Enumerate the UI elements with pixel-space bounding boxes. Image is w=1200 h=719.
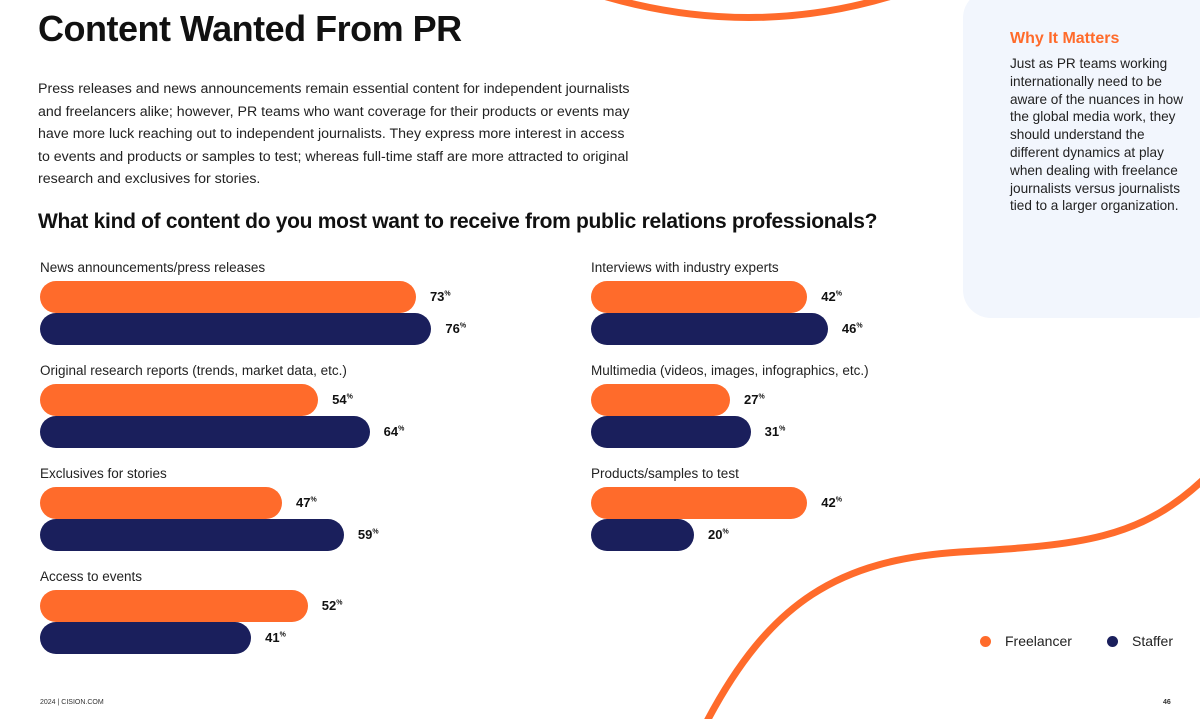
footer-left: 2024 | CISION.COM bbox=[40, 699, 104, 706]
staffer-value-label: 59% bbox=[358, 527, 379, 542]
freelancer-value-label: 47% bbox=[296, 495, 317, 510]
freelancer-swatch bbox=[980, 635, 991, 647]
category-label: Exclusives for stories bbox=[40, 466, 167, 481]
freelancer-value-label: 54% bbox=[332, 392, 353, 407]
value-unit: % bbox=[835, 496, 842, 504]
staffer-value-label: 46% bbox=[842, 321, 863, 336]
top-arc bbox=[604, 0, 891, 21]
freelancer-value-label: 73% bbox=[430, 289, 451, 304]
value-unit: % bbox=[336, 599, 343, 607]
freelancer-bar bbox=[40, 487, 283, 519]
freelancer-bar bbox=[591, 384, 731, 416]
value-number: 76 bbox=[445, 321, 460, 336]
panel-body: Just as PR teams working internationally… bbox=[1010, 56, 1184, 214]
value-number: 64 bbox=[383, 424, 399, 439]
category-label: Access to events bbox=[40, 569, 143, 584]
freelancer-value-label: 27% bbox=[744, 392, 765, 407]
freelancer-bar bbox=[40, 281, 416, 313]
value-number: 52 bbox=[321, 598, 337, 613]
why-it-matters-panel: Why It Matters Just as PR teams working … bbox=[963, 0, 1200, 318]
value-unit: % bbox=[346, 393, 353, 401]
value-number: 27 bbox=[744, 392, 759, 407]
panel-heading: Why It Matters bbox=[1010, 30, 1120, 47]
category-label: Multimedia (videos, images, infographics… bbox=[591, 363, 869, 378]
staffer-value-label: 20% bbox=[708, 527, 729, 542]
value-number: 41 bbox=[265, 630, 280, 645]
freelancer-bar bbox=[591, 281, 808, 313]
staffer-bar bbox=[40, 622, 252, 654]
value-unit: % bbox=[758, 393, 765, 401]
page-number: 46 bbox=[1163, 699, 1171, 706]
freelancer-value-label: 52% bbox=[322, 598, 343, 613]
value-unit: % bbox=[722, 528, 729, 536]
staffer-bar bbox=[40, 313, 432, 345]
value-number: 46 bbox=[841, 321, 857, 336]
freelancer-value-label: 42% bbox=[821, 289, 842, 304]
category-label: Products/samples to test bbox=[591, 466, 739, 481]
staffer-bar bbox=[591, 416, 751, 448]
staffer-bar bbox=[40, 416, 370, 448]
staffer-bar bbox=[591, 313, 828, 345]
staffer-value-label: 31% bbox=[765, 424, 786, 439]
staffer-swatch bbox=[1107, 635, 1118, 647]
staffer-value-label: 41% bbox=[265, 630, 286, 645]
freelancer-bar bbox=[40, 384, 319, 416]
bottom-wave bbox=[704, 477, 1200, 719]
value-unit: % bbox=[398, 425, 405, 433]
value-unit: % bbox=[279, 631, 286, 639]
freelancer-bar bbox=[40, 590, 308, 622]
chart-title: What kind of content do you most want to… bbox=[38, 210, 878, 233]
staffer-value-label: 76% bbox=[445, 321, 466, 336]
staffer-bar bbox=[591, 519, 694, 551]
value-number: 42 bbox=[821, 495, 836, 510]
freelancer-value-label: 42% bbox=[821, 495, 842, 510]
legend-staffer: Staffer bbox=[1107, 633, 1173, 649]
value-number: 54 bbox=[332, 392, 347, 407]
staffer-value-label: 64% bbox=[384, 424, 405, 439]
value-unit: % bbox=[856, 322, 863, 330]
intro-paragraph: Press releases and news announcements re… bbox=[38, 81, 630, 187]
freelancer-bar bbox=[591, 487, 808, 519]
value-unit: % bbox=[444, 290, 451, 298]
category-label: News announcements/press releases bbox=[40, 260, 266, 275]
legend-label: Freelancer bbox=[1005, 633, 1072, 649]
value-number: 59 bbox=[357, 527, 373, 542]
value-unit: % bbox=[372, 528, 379, 536]
legend-freelancer: Freelancer bbox=[980, 633, 1072, 649]
value-number: 47 bbox=[296, 495, 311, 510]
value-unit: % bbox=[779, 425, 786, 433]
value-unit: % bbox=[835, 290, 842, 298]
legend-label: Staffer bbox=[1132, 633, 1173, 649]
value-unit: % bbox=[459, 322, 467, 330]
category-label: Original research reports (trends, marke… bbox=[40, 363, 347, 378]
page-title: Content Wanted From PR bbox=[38, 8, 462, 49]
value-unit: % bbox=[310, 496, 317, 504]
staffer-bar bbox=[40, 519, 344, 551]
value-number: 20 bbox=[708, 527, 723, 542]
value-number: 73 bbox=[429, 289, 445, 304]
category-label: Interviews with industry experts bbox=[591, 260, 779, 275]
value-number: 31 bbox=[764, 424, 780, 439]
value-number: 42 bbox=[821, 289, 836, 304]
